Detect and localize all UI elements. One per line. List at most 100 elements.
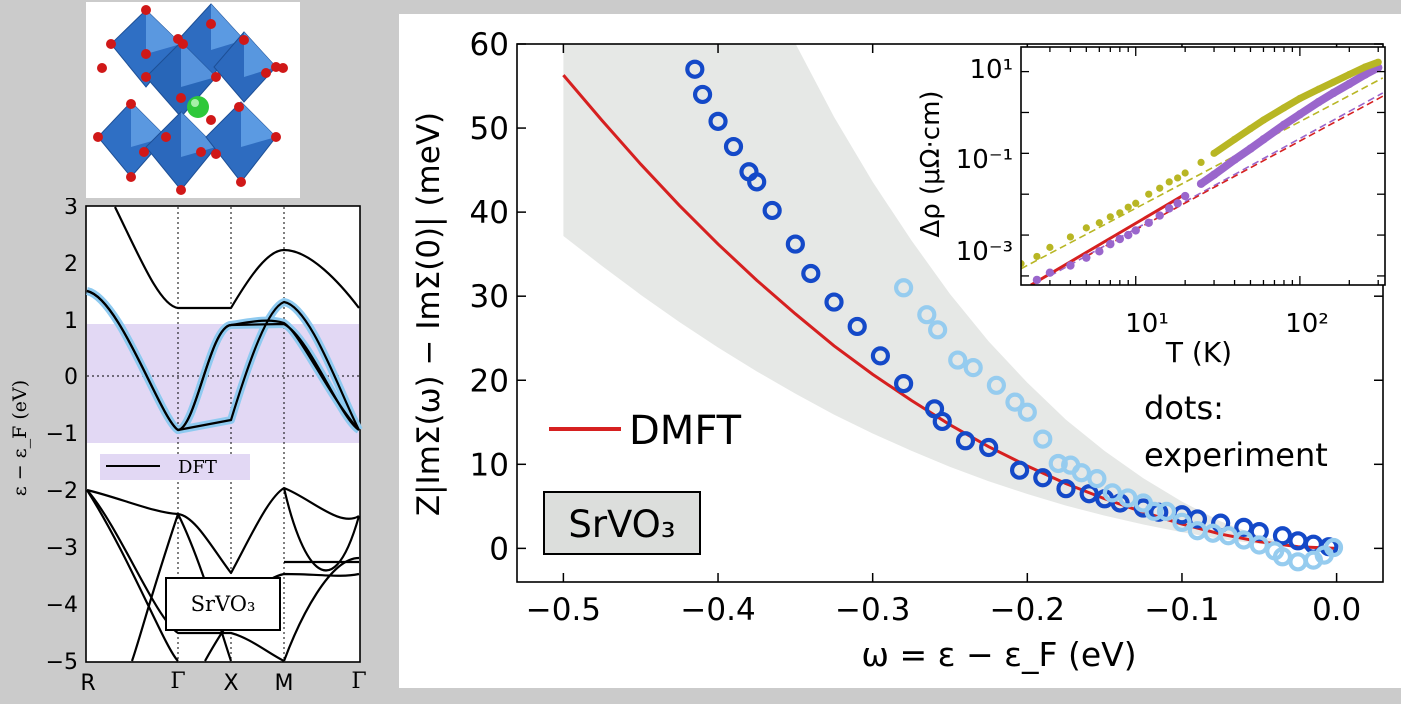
experiment-point [1048,453,1068,474]
band-y-tick: −3 [46,536,78,561]
x-tick-label: −0.5 [526,592,601,628]
inset-purple-point [1082,253,1091,262]
experiment-point [824,292,844,312]
main-ylabel: Z|ImΣ(ω) − ImΣ(0)| (meV) [411,112,447,516]
inset-purple-point [1165,204,1174,213]
inset-olive-point [1174,174,1182,182]
x-tick-label: −0.3 [835,592,910,628]
band-structure-panel: DFT SrVO₃ 3 2 1 0 −1 −2 −3 −4 −5 ε − ε_F… [0,195,392,700]
inset-purple-point [1045,268,1055,277]
crystal-structure-image [93,3,288,195]
inset-frame [1020,46,1386,286]
experiment-point [979,437,999,458]
inset-olive-point [1021,260,1025,268]
x-tick-label: 0.0 [1312,592,1361,628]
sr-atom [187,96,209,118]
band-label-box [165,577,281,631]
experiment-point [986,375,1006,395]
main-plot-frame [516,43,1384,583]
inset-purple-point [1180,191,1190,201]
experiment-point [870,346,891,366]
experiment-point [801,263,821,284]
x-tick-label: −0.1 [1144,592,1219,628]
inset-olive-point [1197,158,1205,167]
experiment-point [1033,429,1053,449]
inset-ytick-label: 10¹ [969,55,1013,85]
band-y-ticks: 3 2 1 0 −1 −2 −3 −4 −5 [46,195,78,675]
experiment-point [1056,479,1076,499]
inset-purple-point [1066,261,1075,270]
band-y-tick: −2 [46,479,78,504]
inset-olive-point [1116,209,1124,217]
inset-olive-dense [1212,58,1380,157]
band-y-tick: 1 [64,309,78,334]
inset-xtick-label: 10² [1285,309,1329,339]
oxygen-atoms [93,5,288,195]
inset-ytick-label: 10⁻¹ [956,145,1013,175]
experiment-point [1249,535,1269,555]
y-tick-label: 20 [470,363,509,399]
k-point-labels: R Γ X M Γ [80,669,366,696]
k-label: M [275,671,294,696]
experiment-point [917,305,937,325]
experiment-point [1172,512,1192,532]
inset-olive-point [1046,243,1054,251]
experiment-point [692,84,713,105]
experiment-point [894,374,914,394]
experiment-point [955,431,976,451]
inset-fit-line [1021,77,1384,270]
band-label-text: SrVO₃ [191,592,256,616]
band-y-tick: −4 [46,593,78,618]
band-structure-plot: DFT SrVO₃ 3 2 1 0 −1 −2 −3 −4 −5 ε − ε_F… [9,195,367,696]
dmft-legend-label: DMFT [629,408,742,454]
inset-red-line [1030,192,1186,285]
dft-bands [86,206,361,662]
k-label: Γ [170,669,185,694]
band-y-tick: −1 [46,422,78,447]
experiment-point [1272,526,1293,546]
experiment-point [1087,469,1107,489]
inset-olive-point [1066,233,1075,241]
inset-olive-point [1033,252,1041,261]
x-tick-label: −0.4 [680,592,755,628]
main-label-box [543,491,701,555]
experiment-point [685,59,705,79]
y-tick-label: 10 [470,447,509,483]
band-y-tick: 2 [64,252,78,277]
experiment-point [762,200,782,221]
y-tick-label: 30 [470,279,509,315]
band-y-tick: −5 [46,650,78,675]
band-y-tick: 3 [64,198,78,220]
inset-purple-point [1144,218,1153,227]
dft-legend-label: DFT [178,457,217,478]
experiment-point [948,350,968,370]
experiment-point [963,358,983,378]
inset-olive-point [1181,169,1189,177]
inset-olive-point [1156,184,1164,192]
k-label: X [223,671,238,696]
experiment-point [1323,537,1344,558]
inset-fit-line [1049,92,1384,277]
experiment-point [847,316,867,337]
inset-purple-point [1032,275,1042,285]
band-y-tick: 0 [64,365,78,390]
dots-legend-line1: dots: [1144,389,1224,427]
inset-purple-point [1106,239,1115,249]
experiment-point [932,411,952,432]
band-ylabel: ε − ε_F (eV) [9,380,31,496]
y-tick-label: 60 [470,27,509,63]
inset-olive-point [1095,219,1103,227]
inset-purple-point [1115,234,1125,244]
experiment-point [1288,552,1308,572]
inset-purple-point [1173,199,1182,208]
main-label-text: SrVO₃ [568,503,675,546]
experiment-point [708,111,728,131]
inset-xtick-label: 10¹ [1125,309,1169,339]
crystal-structure-panel [86,2,300,202]
inset-purple-point [1124,230,1133,240]
dots-legend-line2: experiment [1144,436,1328,474]
experiment-point [1017,402,1037,422]
k-label: Γ [351,669,366,694]
inset-ytick-label: 10⁻³ [956,237,1013,267]
octahedra [97,3,277,191]
